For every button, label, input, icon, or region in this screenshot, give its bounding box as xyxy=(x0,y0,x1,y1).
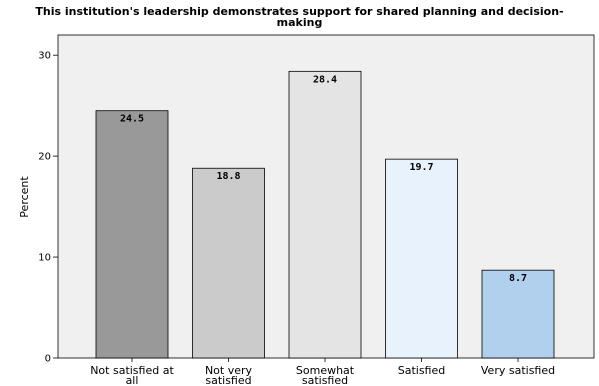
y-axis: 0 10 20 30 xyxy=(38,51,58,365)
x-category-label: Not very xyxy=(205,364,253,377)
bars: 24.5 18.8 28.4 19.7 8.7 xyxy=(95,70,555,359)
y-tick-label: 0 xyxy=(45,354,51,365)
bar-value-label: 8.7 xyxy=(509,273,527,284)
x-category-label: all xyxy=(126,374,139,386)
bar-value-label: 18.8 xyxy=(216,171,240,182)
y-tick-label: 10 xyxy=(38,253,51,264)
y-tick-label: 30 xyxy=(38,51,51,62)
x-category-label: Very satisfied xyxy=(481,364,555,377)
x-category-label: satisfied xyxy=(205,374,251,386)
chart-title: This institution's leadership demonstrat… xyxy=(0,6,599,28)
x-category-label: Not satisfied at xyxy=(90,364,174,377)
bar-value-label: 19.7 xyxy=(409,162,433,173)
bar xyxy=(192,167,265,359)
chart-title-line-2: making xyxy=(276,16,323,29)
x-category-label: Somewhat xyxy=(296,364,355,377)
x-category-label: satisfied xyxy=(302,374,348,386)
bar-value-label: 24.5 xyxy=(120,114,144,125)
y-axis-label: Percent xyxy=(18,176,31,218)
x-category-label: Satisfied xyxy=(398,364,446,377)
bar-value-label: 28.4 xyxy=(313,74,337,85)
bar xyxy=(385,158,458,359)
bar xyxy=(288,70,362,359)
bar xyxy=(95,110,169,359)
chart-title-line-1: This institution's leadership demonstrat… xyxy=(35,5,564,18)
y-tick-label: 20 xyxy=(38,152,51,163)
bar xyxy=(481,269,555,359)
